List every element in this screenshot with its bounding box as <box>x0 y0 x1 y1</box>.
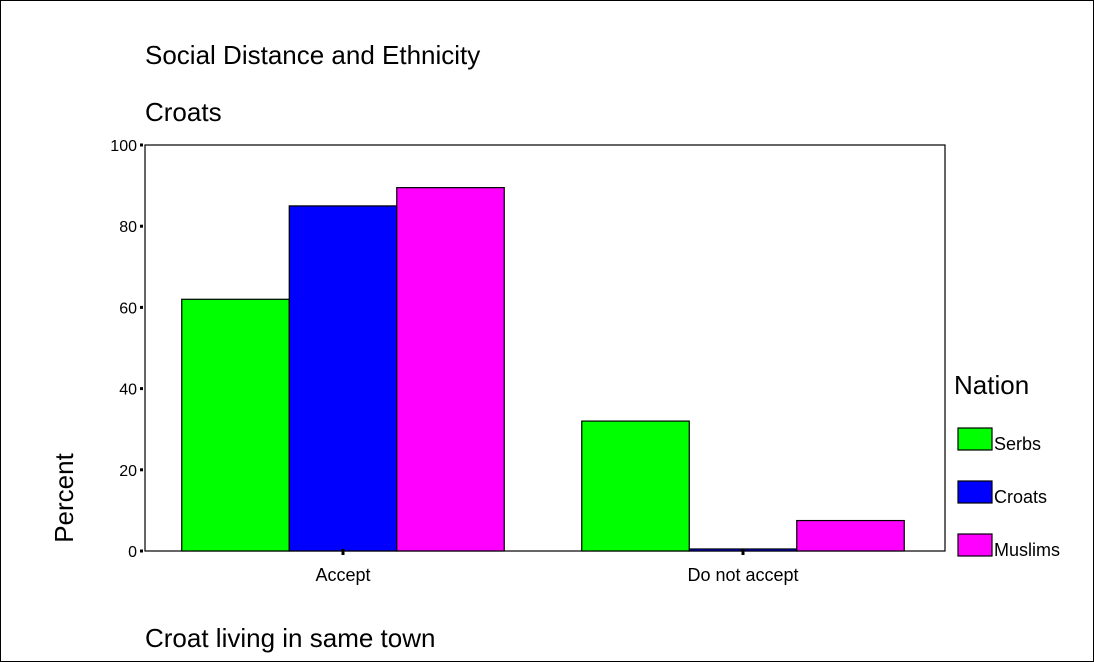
y-tick-label: 0 <box>128 544 137 561</box>
bar-muslims-accept <box>396 187 505 552</box>
y-tick-label: 20 <box>119 463 137 480</box>
chart-subtitle: Croats <box>145 97 222 127</box>
x-axis-title: Croat living in same town <box>145 623 436 653</box>
legend-label-serbs: Serbs <box>994 434 1041 454</box>
bar-croats-accept <box>288 205 398 552</box>
legend-title: Nation <box>954 370 1029 400</box>
y-axis-title: Percent <box>49 452 79 542</box>
bar-serbs-do-not-accept <box>581 420 690 552</box>
bar-serbs-accept <box>181 298 290 552</box>
legend-swatch-muslims <box>957 533 993 557</box>
legend-label-croats: Croats <box>994 487 1047 507</box>
y-tick-label: 80 <box>119 219 137 236</box>
y-tick-label: 40 <box>119 382 137 399</box>
legend-swatch-serbs <box>957 427 993 451</box>
x-tick-label: Accept <box>315 565 370 585</box>
legend-swatch-croats <box>957 480 993 504</box>
bar-muslims-do-not-accept <box>796 519 905 552</box>
x-tick-label: Do not accept <box>687 565 798 585</box>
chart-title: Social Distance and Ethnicity <box>145 40 481 70</box>
y-tick-label: 60 <box>119 300 137 317</box>
legend-label-muslims: Muslims <box>994 540 1060 560</box>
y-tick-label: 100 <box>110 138 137 155</box>
